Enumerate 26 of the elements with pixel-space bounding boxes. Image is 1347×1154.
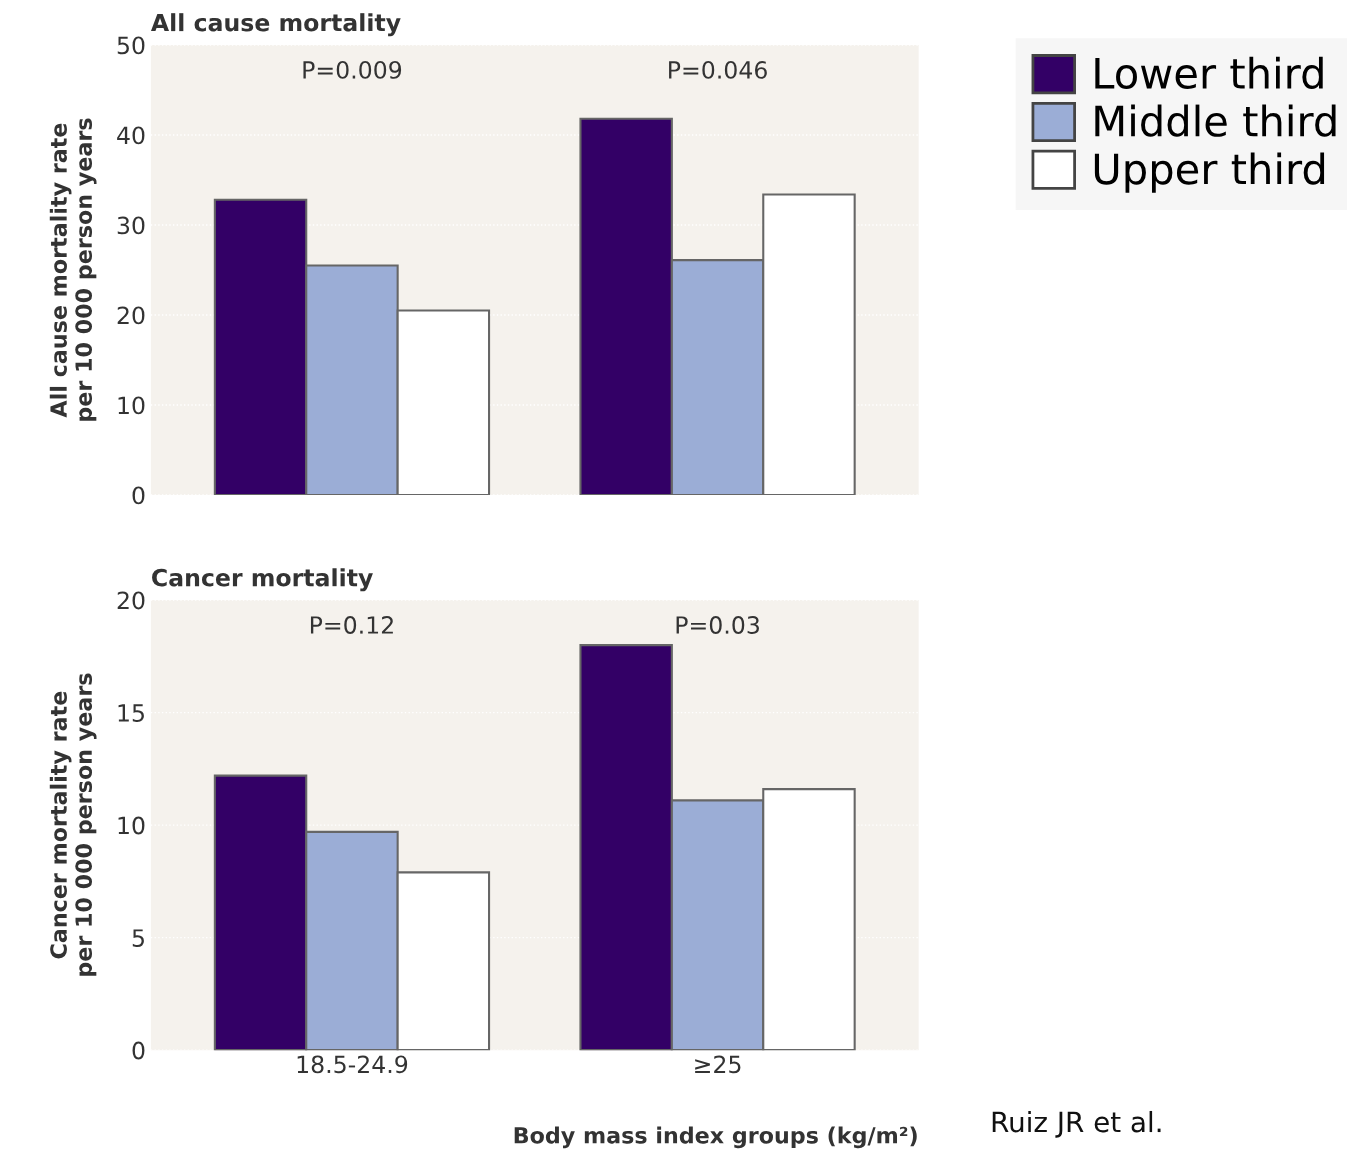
y-tick-label: 10 (118, 396, 145, 415)
chart-title: Cancer mortality (152, 568, 373, 592)
annotation: P=0.046 (669, 61, 767, 79)
annotation: P=0.12 (310, 616, 393, 634)
annotation: P=0.03 (676, 616, 759, 634)
y-tick-label: 10 (118, 816, 145, 835)
y-tick-label: 40 (117, 126, 145, 145)
y-tick-label: 15 (118, 704, 144, 722)
text: Ruiz JR et al. (992, 1110, 1161, 1138)
legend-label: Middle third (1095, 104, 1336, 137)
chart-title: All cause mortality (150, 13, 401, 37)
y-tick-label: 50 (117, 36, 145, 55)
legend-label: Lower third (1095, 56, 1323, 90)
y-tick-label: 0 (132, 486, 145, 505)
x-tick-label: ≥25 (695, 1055, 741, 1074)
annotation: P=0.009 (303, 61, 402, 79)
y-tick-label: 0 (132, 1041, 145, 1060)
x-axis-title: Body mass index groups (kg/m²) (514, 1126, 917, 1149)
y-tick-label: 5 (132, 929, 144, 947)
legend-label: Upper third (1094, 152, 1325, 193)
y-axis-title: Cancer mortality rate per 10 000 person years (49, 673, 97, 976)
y-tick-label: 20 (117, 306, 145, 325)
y-axis-title: All cause mortality rate per 10 000 person years (49, 118, 97, 421)
y-tick-label: 20 (117, 591, 145, 610)
y-tick-label: 30 (117, 216, 145, 235)
x-tick-label: 18.5-24.9 (297, 1055, 408, 1074)
